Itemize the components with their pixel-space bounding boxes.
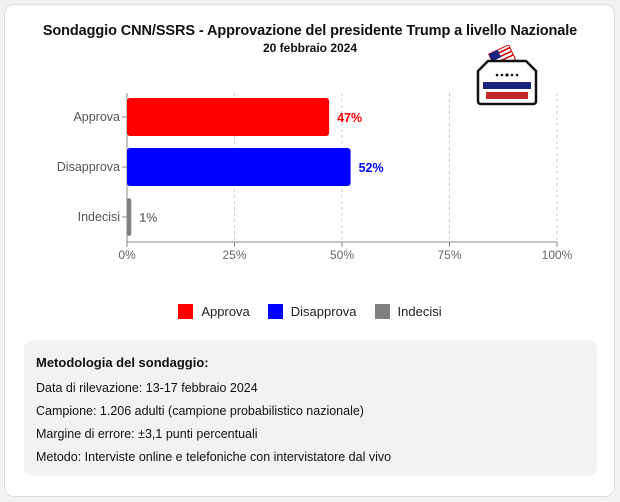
chart-legend: Approva Disapprova Indecisi bbox=[0, 304, 620, 319]
legend-swatch bbox=[178, 304, 194, 319]
bar-disapprova bbox=[127, 148, 351, 186]
legend-item-indecisi[interactable]: Indecisi bbox=[374, 304, 442, 319]
methodology-method: Metodo: Interviste online e telefoniche … bbox=[36, 450, 392, 464]
x-tick-label: 25% bbox=[222, 248, 246, 262]
chart-title: Sondaggio CNN/SSRS - Approvazione del pr… bbox=[42, 23, 578, 39]
data-label: 52% bbox=[359, 161, 384, 175]
methodology-date: Data di rilevazione: 13-17 febbraio 2024 bbox=[36, 381, 258, 395]
focus-america-logo bbox=[476, 45, 538, 106]
data-label: 47% bbox=[337, 111, 362, 125]
x-tick-label: 50% bbox=[330, 248, 354, 262]
y-tick-label: Approva bbox=[73, 110, 120, 124]
y-tick-label: Indecisi bbox=[78, 210, 120, 224]
x-tick-label: 0% bbox=[118, 248, 136, 262]
methodology-title: Metodologia del sondaggio: bbox=[36, 355, 209, 370]
methodology-sample: Campione: 1.206 adulti (campione probabi… bbox=[36, 404, 364, 418]
bar-indecisi bbox=[127, 198, 132, 236]
bar-approva bbox=[127, 98, 330, 136]
data-label: 1% bbox=[139, 211, 157, 225]
legend-item-approva[interactable]: Approva bbox=[178, 304, 250, 319]
legend-swatch bbox=[267, 304, 283, 319]
bar-chart: 0% 25% 50% 75% 100% Approva 47% Disapprova 52% In… bbox=[57, 93, 573, 262]
methodology-box: Metodologia del sondaggio: Data di rilev… bbox=[24, 340, 597, 476]
methodology-margin: Margine di errore: ±3,1 punti percentual… bbox=[36, 427, 258, 441]
chart-subtitle: 20 febbraio 2024 bbox=[262, 41, 358, 55]
x-tick-label: 75% bbox=[437, 248, 461, 262]
legend-item-disapprova[interactable]: Disapprova bbox=[267, 304, 357, 319]
y-tick-label: Disapprova bbox=[57, 160, 120, 174]
x-tick-label: 100% bbox=[542, 248, 573, 262]
legend-swatch bbox=[374, 304, 390, 319]
